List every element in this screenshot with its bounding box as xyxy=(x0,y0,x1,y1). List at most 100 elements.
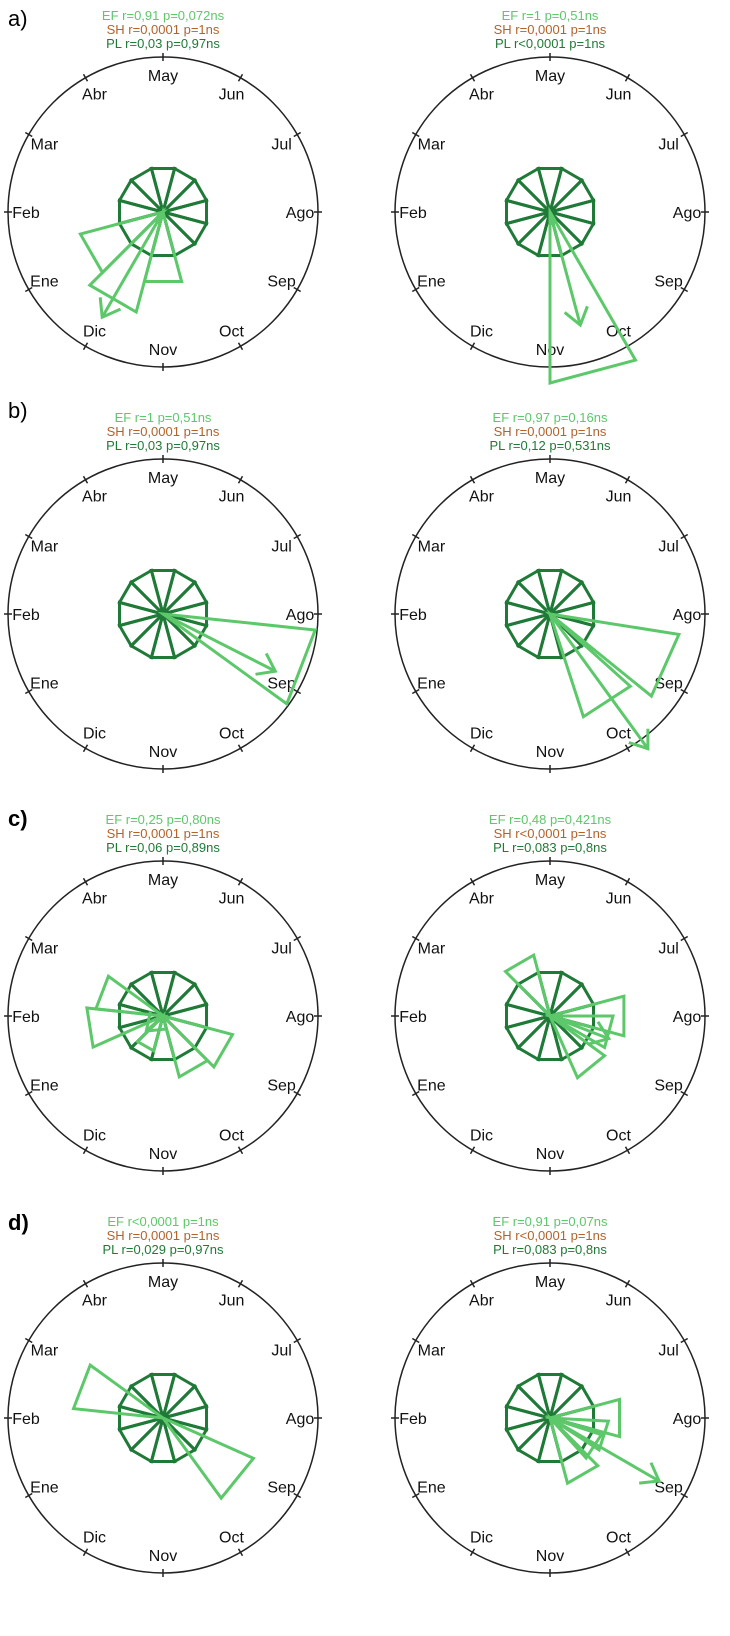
month-tick xyxy=(624,1146,631,1155)
month-label: Sep xyxy=(654,274,683,291)
month-label: Nov xyxy=(149,1146,177,1163)
month-label: Jun xyxy=(219,1292,245,1309)
month-tick xyxy=(469,1548,476,1557)
rose-wedge-ef xyxy=(157,611,318,707)
rose-wedge-ef xyxy=(544,994,626,1038)
month-label: Feb xyxy=(12,205,40,222)
month-label: Oct xyxy=(219,324,244,341)
stat-sh: SH r=0,0001 p=1ns xyxy=(107,424,220,439)
stat-ef: EF r=1 p=0,51ns xyxy=(502,8,599,23)
month-label: Ago xyxy=(673,607,702,624)
mean-vector xyxy=(162,612,276,673)
month-label: Jun xyxy=(219,890,245,907)
month-tick xyxy=(82,475,89,484)
month-label: Abr xyxy=(82,1292,108,1309)
month-label: Nov xyxy=(149,744,177,761)
month-label: Nov xyxy=(536,744,564,761)
month-tick xyxy=(680,1492,689,1499)
month-label: Mar xyxy=(31,1343,59,1360)
mean-vector-head xyxy=(144,1011,167,1033)
month-label: Jul xyxy=(271,137,291,154)
month-tick xyxy=(24,131,33,138)
month-label: Jul xyxy=(658,1343,678,1360)
month-label: Jul xyxy=(658,539,678,556)
month-tick xyxy=(469,744,476,753)
rose-wedge-pl xyxy=(515,1372,553,1424)
month-label: Oct xyxy=(606,1530,631,1547)
stat-pl: PL r=0,12 p=0,531ns xyxy=(490,438,611,453)
month-tick xyxy=(293,131,302,138)
stat-ef: EF r=0,91 p=0,07ns xyxy=(493,1214,608,1229)
month-tick xyxy=(680,935,689,942)
month-label: Ene xyxy=(417,676,446,693)
month-label: Mar xyxy=(418,1343,446,1360)
month-tick xyxy=(624,1548,631,1557)
month-label: Mar xyxy=(31,137,59,154)
month-tick xyxy=(237,1279,244,1288)
month-label: Ene xyxy=(417,1078,446,1095)
month-label: Ago xyxy=(286,607,315,624)
mean-vector xyxy=(100,211,165,318)
mean-vector-head xyxy=(255,652,278,676)
rose-wedge-ef xyxy=(544,1014,615,1050)
month-tick xyxy=(293,935,302,942)
rose-wedge-ef xyxy=(503,952,553,1022)
month-label: Feb xyxy=(399,1411,427,1428)
month-label: Feb xyxy=(12,607,40,624)
month-tick xyxy=(24,1090,33,1097)
month-tick xyxy=(237,744,244,753)
month-tick xyxy=(237,877,244,886)
month-tick xyxy=(411,286,420,293)
month-label: Oct xyxy=(219,726,244,743)
rose-wedge-ef xyxy=(548,206,638,385)
month-tick xyxy=(293,1090,302,1097)
month-tick xyxy=(469,73,476,82)
month-tick xyxy=(624,1279,631,1288)
month-tick xyxy=(24,1492,33,1499)
stat-sh: SH r=0,0001 p=1ns xyxy=(107,22,220,37)
stat-pl: PL r=0,03 p=0,97ns xyxy=(106,36,220,51)
month-tick xyxy=(82,73,89,82)
month-tick xyxy=(82,1279,89,1288)
month-label: Abr xyxy=(82,890,108,907)
mean-vector xyxy=(145,1014,165,1033)
month-label: Feb xyxy=(399,205,427,222)
month-label: Mar xyxy=(418,539,446,556)
month-label: Abr xyxy=(82,86,108,103)
rose-wedge-ef xyxy=(544,1416,611,1453)
month-label: Dic xyxy=(470,324,493,341)
month-label: Ago xyxy=(673,1411,702,1428)
mean-vector xyxy=(549,1416,660,1483)
month-label: May xyxy=(535,872,565,889)
month-tick xyxy=(293,286,302,293)
stat-sh: SH r=0,0001 p=1ns xyxy=(494,424,607,439)
rose-wedge-ef xyxy=(544,1397,621,1439)
rose-wedge-ef xyxy=(87,206,166,315)
rose-wedge-pl xyxy=(128,1372,166,1424)
stat-sh: SH r=0,0001 p=1ns xyxy=(107,1228,220,1243)
month-tick xyxy=(82,1146,89,1155)
month-label: Abr xyxy=(469,1292,495,1309)
month-label: May xyxy=(148,1274,178,1291)
stat-pl: PL r=0,083 p=0,8ns xyxy=(493,1242,607,1257)
month-label: Sep xyxy=(654,1078,683,1095)
stat-sh: SH r=0,0001 p=1ns xyxy=(494,22,607,37)
mean-vector-head xyxy=(98,297,122,320)
month-label: Ene xyxy=(30,1078,59,1095)
month-label: Sep xyxy=(267,274,296,291)
month-label: Jul xyxy=(658,137,678,154)
month-label: Oct xyxy=(606,726,631,743)
month-tick xyxy=(82,744,89,753)
rose-wedge-pl xyxy=(515,166,553,218)
month-tick xyxy=(624,73,631,82)
month-label: Abr xyxy=(469,890,495,907)
mean-vector-head xyxy=(628,728,650,751)
month-label: Oct xyxy=(219,1530,244,1547)
month-label: May xyxy=(148,872,178,889)
